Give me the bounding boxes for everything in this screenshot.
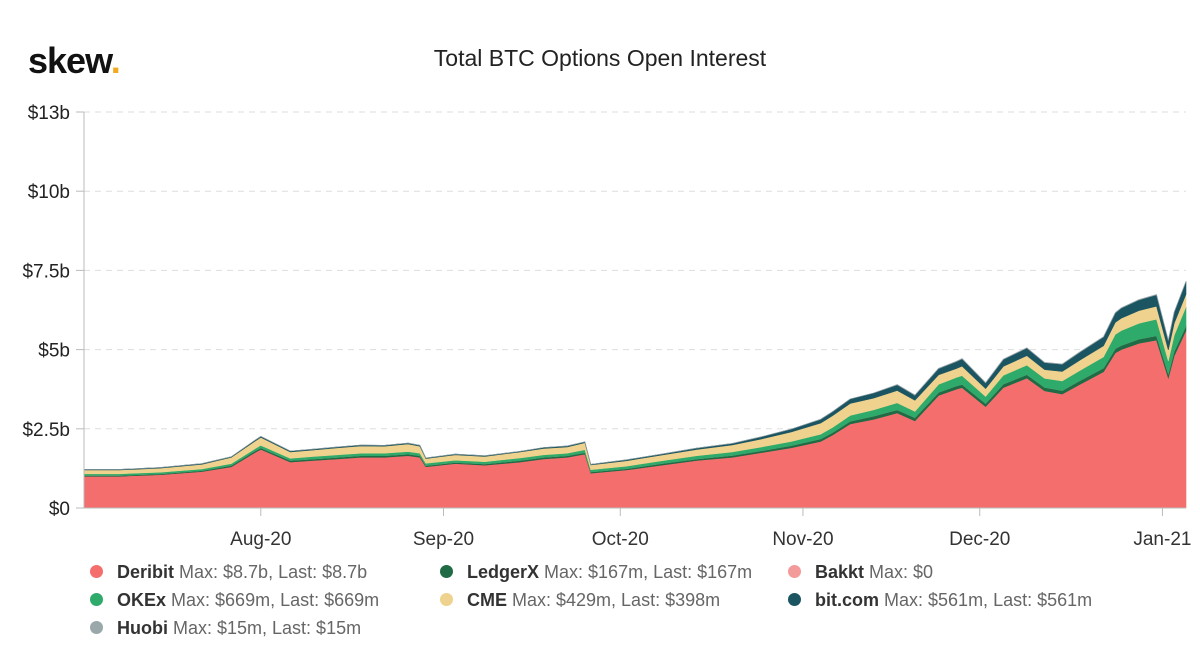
legend-name: LedgerX: [467, 562, 540, 582]
legend-dot-icon: [440, 592, 453, 606]
legend-stats: Max: $669m, Last: $669m: [166, 590, 380, 610]
y-tick-label: $2.5b: [22, 420, 70, 441]
legend-item-huobi[interactable]: Huobi Max: $15m, Last: $15m: [90, 618, 361, 639]
legend-name: Huobi: [117, 618, 168, 638]
legend-stats: Max: $0: [864, 562, 934, 582]
x-tick-label: Sep-20: [413, 529, 474, 550]
x-axis-ticks: Aug-20 Sep-20 Oct-20 Nov-20 Dec-20 Jan-21: [230, 508, 1191, 550]
axes: [83, 112, 1186, 509]
logo-text: skew: [28, 40, 112, 81]
chart-title: Total BTC Options Open Interest: [433, 45, 767, 71]
legend-item-bit-com[interactable]: bit.com Max: $561m, Last: $561m: [788, 590, 1092, 611]
legend-item-deribit[interactable]: Deribit Max: $8.7b, Last: $8.7b: [90, 562, 367, 583]
legend-stats: Max: $167m, Last: $167m: [539, 562, 753, 582]
y-axis-ticks: $0 $2.5b $5b $7.5b $10b $13b: [22, 103, 84, 520]
legend-dot-icon: [90, 592, 103, 606]
legend-stats: Max: $15m, Last: $15m: [168, 618, 362, 638]
legend-name: Deribit: [117, 562, 175, 582]
legend-dot-icon: [90, 620, 103, 634]
y-tick-label: $13b: [28, 103, 70, 124]
y-tick-label: $5b: [38, 341, 70, 362]
legend-stats: Max: $8.7b, Last: $8.7b: [174, 562, 368, 582]
x-tick-label: Oct-20: [592, 529, 649, 550]
legend-name: Bakkt: [815, 562, 865, 582]
legend-dot-icon: [440, 564, 453, 578]
legend-stats: Max: $429m, Last: $398m: [507, 590, 721, 610]
y-tick-label: $10b: [28, 182, 70, 203]
area-series: [83, 281, 1187, 509]
area-huobi: [84, 281, 1187, 470]
y-tick-label: $7.5b: [22, 261, 70, 282]
x-tick-label: Dec-20: [949, 529, 1010, 550]
legend-item-ledgerx[interactable]: LedgerX Max: $167m, Last: $167m: [440, 562, 752, 583]
legend-dot-icon: [788, 592, 801, 606]
legend-name: bit.com: [815, 590, 880, 610]
legend-item-bakkt[interactable]: Bakkt Max: $0: [788, 562, 933, 583]
skew-logo: skew.: [28, 40, 121, 82]
legend-dot-icon: [788, 564, 801, 578]
legend-name: CME: [467, 590, 507, 610]
legend-item-okex[interactable]: OKEx Max: $669m, Last: $669m: [90, 590, 379, 611]
legend-name: OKEx: [117, 590, 167, 610]
x-tick-label: Jan-21: [1133, 529, 1191, 550]
logo-dot: .: [110, 40, 121, 81]
legend-item-cme[interactable]: CME Max: $429m, Last: $398m: [440, 590, 720, 611]
x-tick-label: Nov-20: [772, 529, 833, 550]
y-tick-label: $0: [49, 499, 70, 520]
legend-dot-icon: [90, 564, 103, 578]
x-tick-label: Aug-20: [230, 529, 291, 550]
legend-stats: Max: $561m, Last: $561m: [879, 590, 1093, 610]
